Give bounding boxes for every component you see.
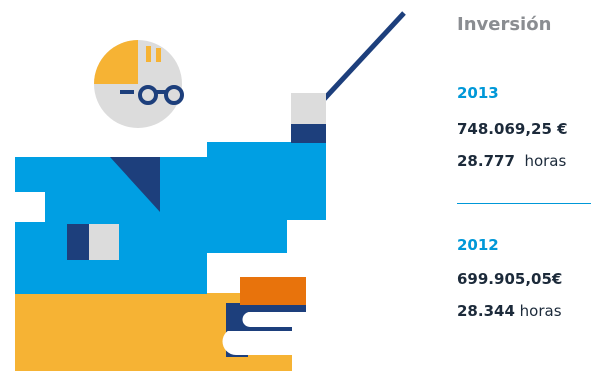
raised-cuff [291, 124, 326, 143]
raised-hand [291, 93, 326, 124]
entry-hours-2013: 28.777 horas [457, 152, 566, 170]
entry-year-2012: 2012 [457, 236, 499, 254]
book-bottom-spine [226, 326, 292, 331]
divider [457, 203, 591, 204]
glasses-icon [120, 85, 184, 105]
hair-strand-2 [156, 48, 161, 62]
arm-connector [207, 142, 326, 220]
hair-strand-1 [146, 46, 151, 62]
entry-amount-2013: 748.069,25 € [457, 120, 568, 138]
investment-panel: Inversión 2013 748.069,25 € 28.777 horas… [457, 0, 595, 371]
shirt-notch [15, 192, 45, 222]
entry-hours-unit-2013: horas [524, 152, 567, 170]
entry-hours-value-2013: 28.777 [457, 152, 515, 170]
collar-tie [110, 157, 160, 212]
hair [94, 40, 138, 84]
book-top [240, 277, 306, 305]
entry-amount-2012: 699.905,05€ [457, 270, 563, 288]
shirt-left [15, 157, 67, 294]
book-middle-white [242, 312, 306, 327]
entry-year-2013: 2013 [457, 84, 499, 102]
entry-hours-value-2012: 28.344 [457, 302, 515, 320]
shirt-notch-blue [45, 192, 67, 222]
panel-title: Inversión [457, 14, 552, 35]
left-cuff [67, 224, 89, 260]
entry-hours-unit-2012: horas [519, 302, 562, 320]
pointer-stick [312, 11, 406, 112]
teacher-illustration [15, 11, 406, 371]
left-hand [89, 224, 119, 260]
entry-hours-2012: 28.344 horas [457, 302, 562, 320]
book-bottom [222, 328, 292, 355]
